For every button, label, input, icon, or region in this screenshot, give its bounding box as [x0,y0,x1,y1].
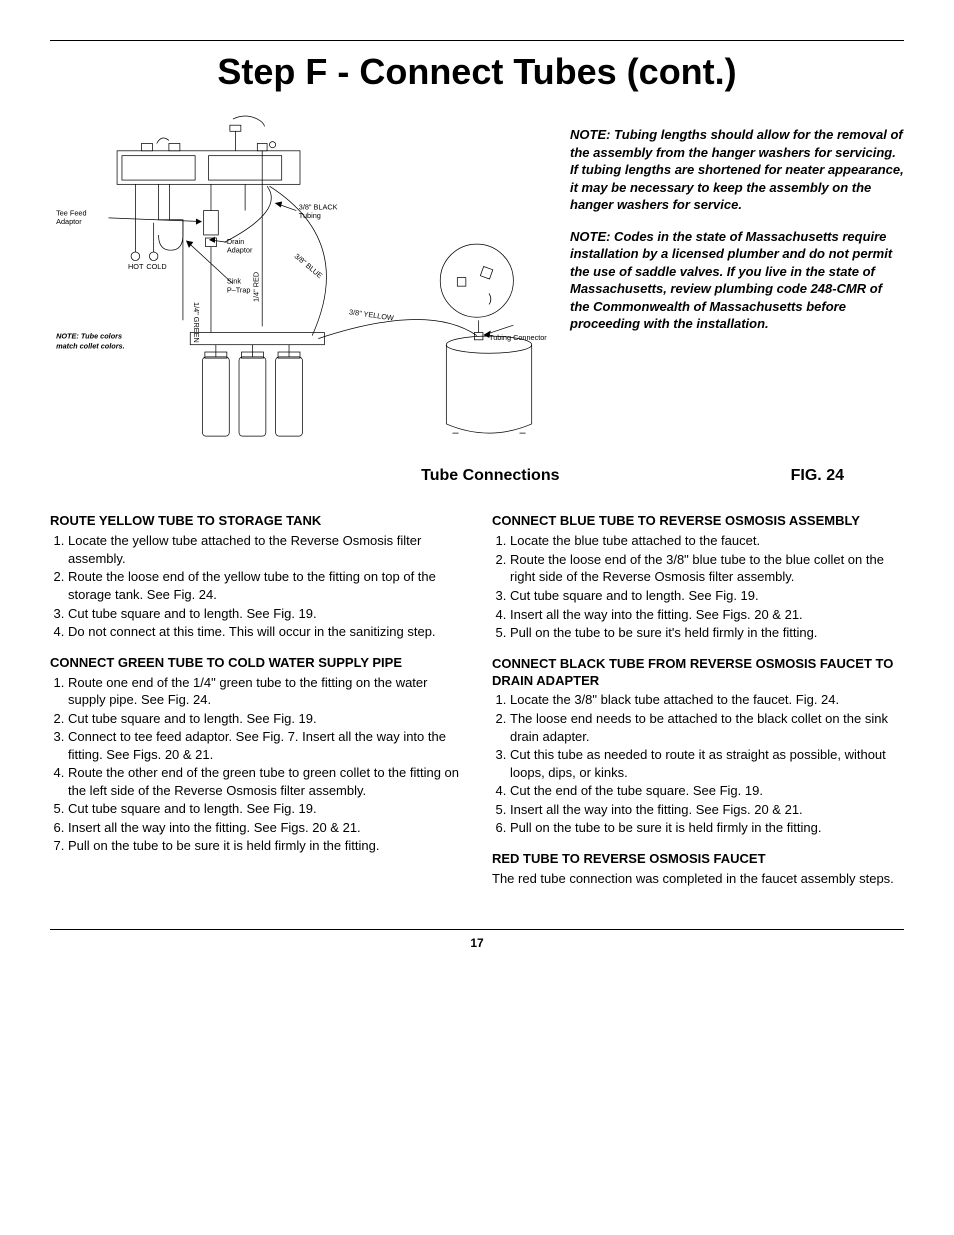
label-red-vert: 1/4" RED [252,272,261,302]
step: Pull on the tube to be sure it is held f… [68,837,462,855]
steps-black: Locate the 3/8" black tube attached to t… [492,691,904,836]
section-head-yellow: ROUTE YELLOW TUBE TO STORAGE TANK [50,513,462,530]
red-paragraph: The red tube connection was completed in… [492,870,904,888]
step: Route the loose end of the 3/8" blue tub… [510,551,904,586]
label-drain-l2: Adaptor [227,246,253,255]
label-drain-l1: Drain [227,237,244,246]
diagram-area: Tee Feed Adaptor 3/8" BLACK Tubing Drain… [50,113,550,459]
caption-row: Tube Connections Fig. 24 [110,467,844,485]
step: Cut tube square and to length. See Fig. … [68,710,462,728]
steps-yellow: Locate the yellow tube attached to the R… [50,532,462,640]
top-rule [50,40,904,41]
label-yellow-curve: 3/8" YELLOW [349,307,395,322]
label-black-l2: Tubing [299,211,321,220]
step: Insert all the way into the fitting. See… [68,819,462,837]
step: Cut tube square and to length. See Fig. … [510,587,904,605]
bottom-rule [50,929,904,930]
steps-blue: Locate the blue tube attached to the fau… [492,532,904,641]
step: Pull on the tube to be sure it is held f… [510,819,904,837]
diagram-svg: Tee Feed Adaptor 3/8" BLACK Tubing Drain… [50,113,550,454]
step: Insert all the way into the fitting. See… [510,606,904,624]
note-tube-colors-l1: NOTE: Tube colors [56,332,122,341]
figure-label: Fig. 24 [791,467,844,485]
steps-green: Route one end of the 1/4" green tube to … [50,674,462,855]
label-sink-l1: Sink [227,277,242,286]
step: Cut this tube as needed to route it as s… [510,746,904,781]
section-head-black: CONNECT BLACK TUBE FROM REVERSE OSMOSIS … [492,656,904,690]
step: The loose end needs to be attached to th… [510,710,904,745]
right-column: CONNECT BLUE TUBE TO REVERSE OSMOSIS ASS… [492,513,904,889]
step: Locate the 3/8" black tube attached to t… [510,691,904,709]
text-columns: ROUTE YELLOW TUBE TO STORAGE TANK Locate… [50,513,904,889]
section-head-green: CONNECT GREEN TUBE TO COLD WATER SUPPLY … [50,655,462,672]
label-tee-feed-l1: Tee Feed [56,208,86,217]
page: Step F - Connect Tubes (cont.) [0,0,954,980]
step: Route the other end of the green tube to… [68,764,462,799]
label-tubing-connector: Tubing Connector [489,333,547,342]
section-head-red: RED TUBE TO REVERSE OSMOSIS FAUCET [492,851,904,868]
note-tube-colors-l2: match collet colors. [56,341,125,350]
label-black-l1: 3/8" BLACK [299,202,338,211]
step: Locate the blue tube attached to the fau… [510,532,904,550]
step: Route one end of the 1/4" green tube to … [68,674,462,709]
step: Locate the yellow tube attached to the R… [68,532,462,567]
step: Do not connect at this time. This will o… [68,623,462,641]
note-2: NOTE: Codes in the state of Massachusett… [570,228,904,333]
label-blue-curve: 3/8" BLUE [293,252,325,281]
label-sink-l2: P–Trap [227,285,251,294]
step: Cut tube square and to length. See Fig. … [68,605,462,623]
section-head-blue: CONNECT BLUE TUBE TO REVERSE OSMOSIS ASS… [492,513,904,530]
note-1: NOTE: Tubing lengths should allow for th… [570,126,904,214]
label-cold: COLD [146,262,166,271]
step: Insert all the way into the fitting. See… [510,801,904,819]
step: Connect to tee feed adaptor. See Fig. 7.… [68,728,462,763]
label-green-vert: 1/4" GREEN [192,302,201,343]
page-title: Step F - Connect Tubes (cont.) [50,51,904,93]
step: Cut tube square and to length. See Fig. … [68,800,462,818]
step: Route the loose end of the yellow tube t… [68,568,462,603]
left-column: ROUTE YELLOW TUBE TO STORAGE TANK Locate… [50,513,462,889]
notes-area: NOTE: Tubing lengths should allow for th… [570,113,904,459]
label-tee-feed-l2: Adaptor [56,217,82,226]
label-hot: HOT [128,262,144,271]
step: Cut the end of the tube square. See Fig.… [510,782,904,800]
diagram-caption: Tube Connections [190,467,791,485]
page-number: 17 [50,936,904,950]
step: Pull on the tube to be sure it's held fi… [510,624,904,642]
upper-region: Tee Feed Adaptor 3/8" BLACK Tubing Drain… [50,113,904,459]
